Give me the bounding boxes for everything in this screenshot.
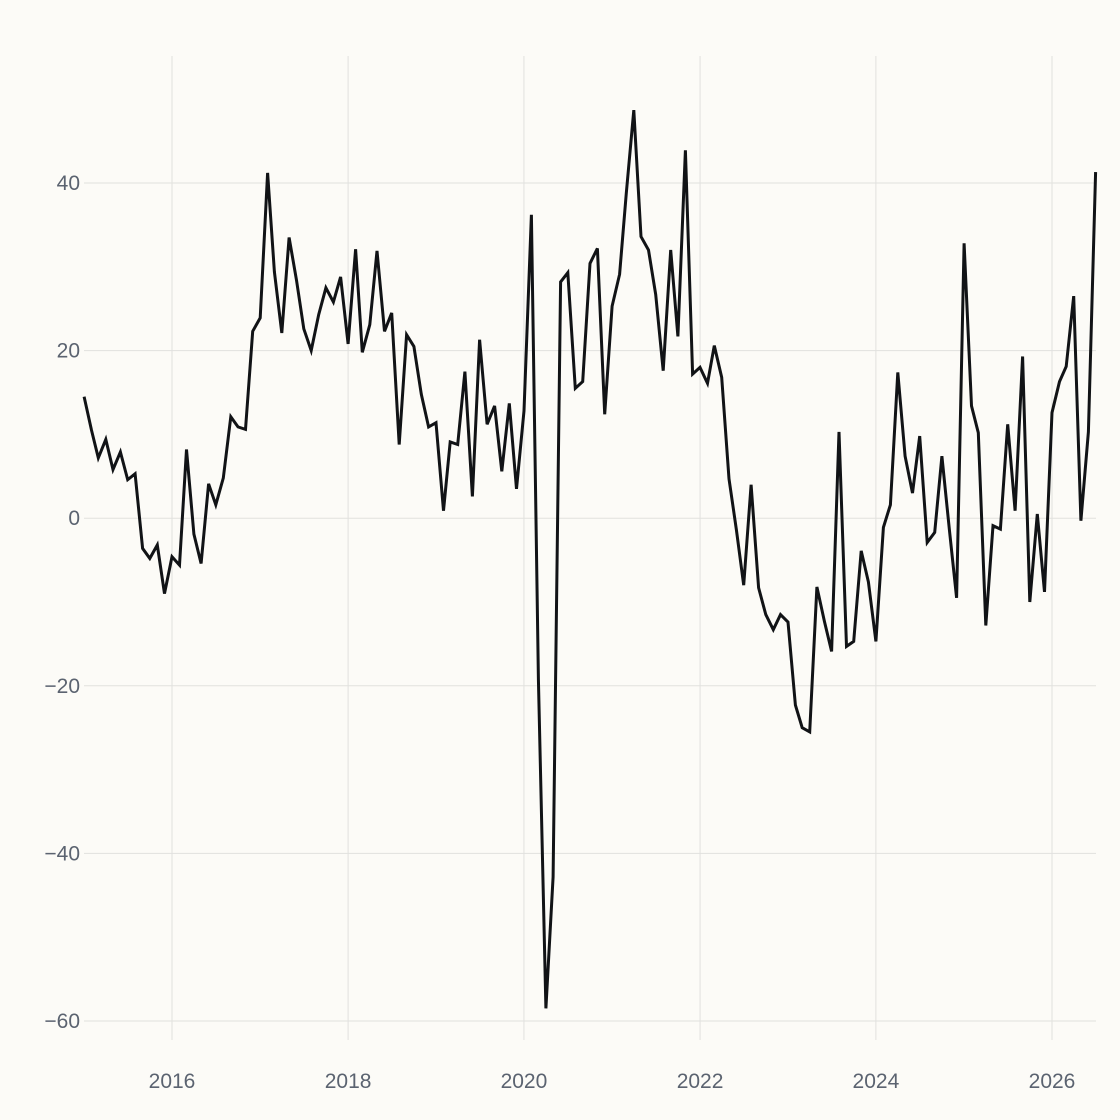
y-tick-label: 0 xyxy=(68,507,80,530)
x-tick-label: 2016 xyxy=(149,1070,196,1093)
series-group xyxy=(82,109,1098,1009)
x-tick-label: 2018 xyxy=(325,1070,372,1093)
x-tick-label: 2024 xyxy=(853,1070,900,1093)
y-axis-tick-labels: 40 20 0 −20 −40 −60 xyxy=(44,172,80,1033)
y-tick-label: −40 xyxy=(44,842,80,865)
x-axis-tick-labels: 2016 2018 2020 2022 2024 2026 xyxy=(149,1070,1076,1093)
y-tick-label: 40 xyxy=(57,172,80,195)
y-tick-label: −60 xyxy=(44,1010,80,1033)
horizontal-grid-lines xyxy=(84,182,1096,1022)
x-tick-label: 2026 xyxy=(1029,1070,1076,1093)
y-tick-label: −20 xyxy=(44,675,80,698)
y-tick-label: 20 xyxy=(57,340,80,363)
vertical-grid-lines xyxy=(171,56,1053,1040)
series-line xyxy=(82,109,1098,1009)
x-tick-label: 2022 xyxy=(677,1070,724,1093)
x-tick-label: 2020 xyxy=(501,1070,548,1093)
